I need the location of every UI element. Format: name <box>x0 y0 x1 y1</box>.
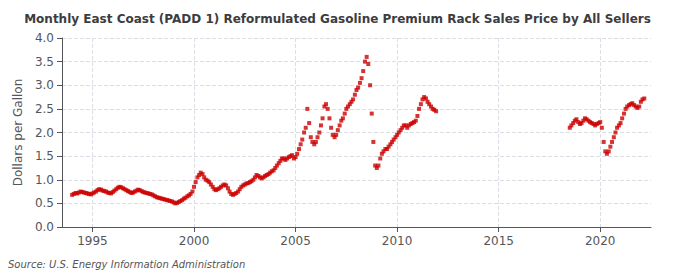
svg-text:4.0: 4.0 <box>35 31 54 45</box>
svg-text:1995: 1995 <box>77 234 108 248</box>
svg-text:Dollars per Gallon: Dollars per Gallon <box>11 79 25 187</box>
svg-text:2000: 2000 <box>179 234 210 248</box>
svg-text:2015: 2015 <box>483 234 514 248</box>
svg-text:2005: 2005 <box>280 234 311 248</box>
svg-text:2020: 2020 <box>585 234 616 248</box>
svg-text:3.0: 3.0 <box>35 78 54 92</box>
svg-text:1.5: 1.5 <box>35 149 54 163</box>
svg-text:2.0: 2.0 <box>35 126 54 140</box>
svg-text:Source: U.S. Energy Informatio: Source: U.S. Energy Information Administ… <box>8 259 245 270</box>
svg-text:2.5: 2.5 <box>35 102 54 116</box>
svg-text:3.5: 3.5 <box>35 55 54 69</box>
svg-text:1.0: 1.0 <box>35 173 54 187</box>
svg-text:Monthly East Coast (PADD 1) Re: Monthly East Coast (PADD 1) Reformulated… <box>24 12 651 26</box>
svg-text:2010: 2010 <box>382 234 413 248</box>
svg-text:0.5: 0.5 <box>35 196 54 210</box>
svg-text:0.0: 0.0 <box>35 220 54 234</box>
